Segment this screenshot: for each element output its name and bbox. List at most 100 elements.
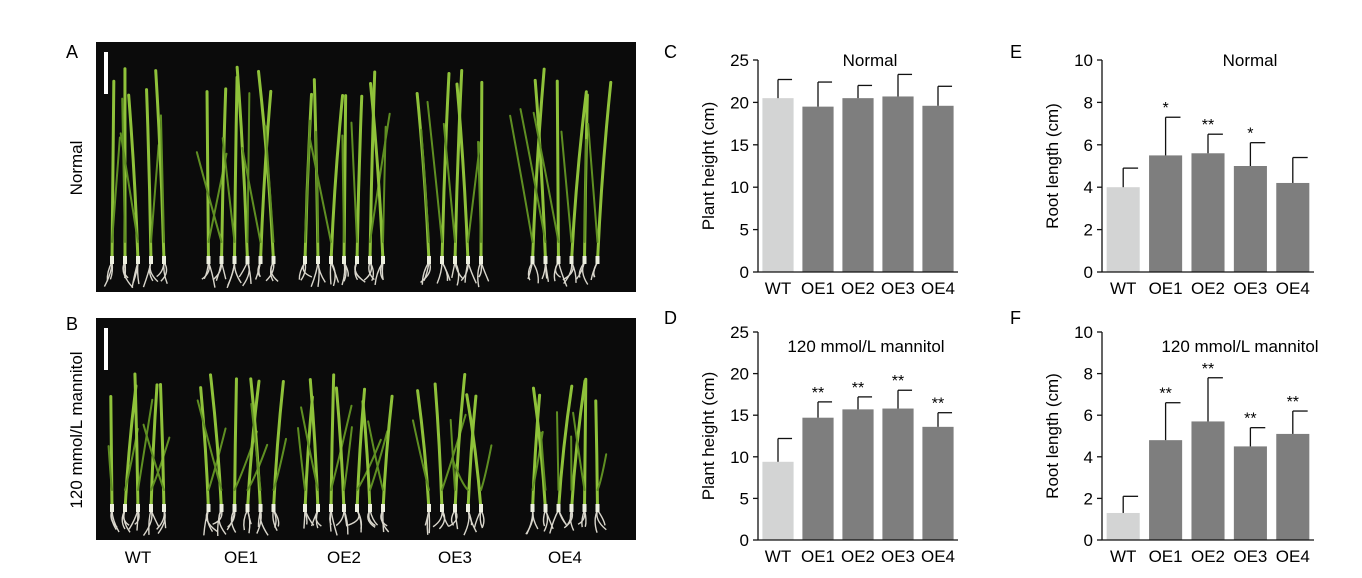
x-tick-label: OE3: [1233, 279, 1267, 298]
seedling-base: [355, 256, 359, 264]
seedling-leaf: [304, 119, 312, 243]
y-tick-label: 4: [1084, 178, 1093, 197]
seedling-base: [368, 256, 372, 264]
seedling-leaf: [341, 134, 345, 243]
seedling-leaf: [451, 457, 469, 491]
seedling-leaf: [246, 379, 261, 512]
seedling-base: [219, 256, 224, 264]
y-tick-label: 20: [730, 365, 749, 384]
significance-marker: *: [1247, 126, 1253, 143]
seedling-base: [466, 256, 470, 264]
seedling-leaf: [127, 93, 140, 264]
x-tick-label: OE3: [1233, 547, 1267, 566]
y-tick-label: 10: [730, 178, 749, 197]
seedling-leaf: [149, 383, 159, 512]
seedling-leaf: [246, 92, 251, 243]
y-tick-label: 15: [730, 406, 749, 425]
x-tick-label: OE3: [881, 547, 915, 566]
x-tick-label: OE2: [841, 547, 875, 566]
photo-x-label-oe3: OE3: [438, 548, 472, 567]
seedling-base: [355, 504, 359, 512]
seedling-leaf: [209, 373, 223, 512]
significance-marker: **: [932, 396, 944, 413]
seedling-base: [381, 504, 385, 512]
y-tick-label: 25: [730, 51, 749, 70]
seedling-leaf: [350, 121, 358, 243]
panel-letter-b: B: [66, 314, 78, 334]
x-tick-label: OE1: [1149, 547, 1183, 566]
seedling-leaf: [314, 130, 319, 243]
seedling-base: [206, 256, 211, 264]
seedling-leaf: [308, 137, 332, 243]
seedling-leaf: [426, 100, 443, 243]
seedling-leaf: [382, 125, 387, 243]
seedling-leaf: [519, 108, 547, 243]
chart-title: 120 mmol/L mannitol: [1161, 337, 1318, 356]
bar-oe1: [1149, 440, 1183, 540]
x-tick-label: WT: [765, 279, 791, 298]
photo-normal: [96, 42, 636, 292]
chart-title: Normal: [1223, 51, 1278, 70]
seedling-base: [453, 504, 457, 512]
seedling-base: [595, 504, 600, 512]
bar-oe3: [882, 96, 914, 273]
seedling-base: [316, 504, 320, 512]
bar-oe4: [1276, 433, 1310, 540]
seedling-base: [110, 504, 114, 512]
chart-title: Normal: [843, 51, 898, 70]
y-axis-label: Plant height (cm): [699, 102, 718, 231]
seedling-leaf: [272, 437, 288, 491]
chart-root-length-mannitol: F 120 mmol/L mannitol Root length (cm) WT **…: [1010, 308, 1319, 566]
seedling-base: [427, 256, 431, 264]
significance-marker: **: [1159, 386, 1171, 403]
seedling-leaf: [367, 420, 384, 491]
seedling-base: [479, 256, 483, 264]
seedling-leaf: [308, 378, 320, 512]
seedling-base: [162, 504, 166, 512]
y-tick-label: 0: [1084, 531, 1093, 550]
seedling-base: [556, 504, 561, 512]
significance-marker: **: [1202, 361, 1214, 378]
significance-marker: **: [1287, 394, 1299, 411]
seedling-leaf: [572, 411, 586, 491]
y-tick-label: 2: [1084, 489, 1093, 508]
seedling-base: [582, 504, 587, 512]
bar-oe3: [1233, 446, 1267, 540]
seedling-leaf: [557, 384, 574, 512]
x-tick-label: OE1: [801, 279, 835, 298]
seedling-base: [303, 504, 307, 512]
y-tick-label: 5: [740, 221, 749, 240]
y-axis-label: Plant height (cm): [699, 372, 718, 501]
y-tick-label: 8: [1084, 93, 1093, 112]
seedling-base: [479, 504, 483, 512]
seedling-base: [123, 256, 127, 264]
seedling-leaf: [531, 393, 542, 512]
bar-wt: [762, 98, 794, 272]
bar-wt: [1106, 512, 1140, 540]
bar-oe3: [1233, 166, 1267, 272]
bar-oe1: [1149, 155, 1183, 272]
seedling-leaf: [531, 386, 547, 512]
seedling-leaf: [246, 443, 269, 491]
y-axis-label: Root length (cm): [1043, 373, 1062, 499]
seedling-base: [245, 504, 250, 512]
bar-oe2: [842, 98, 874, 272]
bar-oe2: [1191, 153, 1225, 272]
seedling-leaf: [107, 445, 113, 491]
seedling-leaf: [361, 400, 372, 512]
seedling-leaf: [420, 128, 430, 243]
y-tick-label: 5: [740, 489, 749, 508]
seedling-base: [466, 504, 470, 512]
seedling-root: [381, 261, 384, 281]
seedling-leaf: [142, 423, 165, 491]
seedling-base: [303, 256, 307, 264]
seedling-base: [271, 504, 276, 512]
seedling-leaf: [159, 114, 165, 243]
x-tick-label: OE4: [1276, 279, 1310, 298]
seedling-base: [368, 504, 372, 512]
y-tick-label: 10: [1074, 51, 1093, 70]
x-tick-label: OE2: [1191, 547, 1225, 566]
seedling-leaf: [477, 140, 482, 243]
seedling-base: [123, 504, 127, 512]
photo-x-label-oe1: OE1: [224, 548, 258, 567]
